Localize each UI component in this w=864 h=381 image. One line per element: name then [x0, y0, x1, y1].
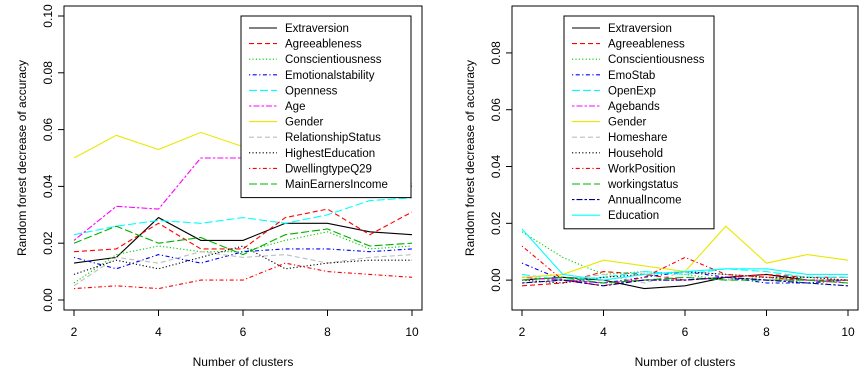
x-tick-label: 6: [682, 325, 689, 339]
legend-label: Emotionalstability: [285, 70, 375, 82]
series-line-emotionalstability: [73, 248, 413, 270]
y-tick-label: 0.04: [41, 174, 55, 198]
series-line-conscientiousness: [521, 231, 849, 284]
x-axis-title: Number of clusters: [193, 355, 294, 369]
legend-label: WorkPosition: [608, 163, 676, 175]
legend-label: Agreeableness: [608, 39, 685, 51]
series-line-homeshare: [521, 271, 848, 284]
legend-label: RelationshipStatus: [285, 132, 381, 144]
series-line-dwellingtypeq29: [73, 262, 413, 290]
legend-label: Extraversion: [285, 23, 349, 35]
legend-label: Agreeableness: [285, 39, 362, 51]
x-tick-label: 4: [155, 325, 162, 339]
legend-label: workingstatus: [607, 179, 679, 191]
series-line-gender: [521, 225, 849, 278]
legend-label: Gender: [608, 117, 647, 129]
chart-panel-1: 2 4 6 8 10 0.00 0.02 0.04 0.06 0.08 0.10 Number of …: [15, 4, 423, 369]
y-tick-label: 0.00: [41, 288, 55, 312]
series-line-education: [521, 228, 848, 281]
legend-box: [240, 15, 412, 199]
x-tick-label: 2: [71, 325, 78, 339]
y-tick-label: 0.08: [41, 61, 55, 85]
y-tick-label: 0.06: [41, 118, 55, 142]
series-line-mainearnersincome: [73, 225, 413, 256]
series-line-relationshipstatus: [73, 251, 413, 287]
x-tick-label: 8: [763, 325, 770, 339]
legend-label: Conscientiousness: [285, 54, 382, 66]
x-tick-label: 10: [405, 325, 419, 339]
chart-panel-2: 2 4 6 8 10 0.00 0.02 0.04 0.06 0.08 Number of clus…: [463, 5, 859, 369]
legend-label: EmoStab: [608, 70, 655, 82]
legend-label: Household: [608, 148, 663, 160]
legend-label: Agebands: [608, 101, 660, 113]
series-line-openness: [73, 197, 413, 236]
y-tick-label: 0.02: [41, 231, 55, 255]
legend: Extraversion Agreeableness Conscientiousne…: [563, 15, 715, 230]
y-tick-label: 0.08: [489, 41, 503, 65]
series-line-annualincome: [521, 276, 849, 287]
legend: Extraversion Agreeableness Conscientiousne…: [240, 15, 412, 199]
legend-label: AnnualIncome: [608, 195, 682, 207]
legend-label: Homeshare: [608, 132, 667, 144]
legend-label: Extraversion: [608, 23, 672, 35]
legend-box: [563, 15, 715, 230]
x-tick-label: 2: [519, 325, 526, 339]
y-tick-label: 0.06: [489, 98, 503, 122]
y-tick-label: 0.10: [41, 4, 55, 28]
y-axis-title: Random forest decrease of accuracy: [15, 60, 29, 256]
series-line-highesteducation: [73, 245, 412, 275]
series-line-conscientiousness: [73, 231, 413, 284]
legend-label: HighestEducation: [285, 148, 375, 160]
x-axis-title: Number of clusters: [635, 355, 736, 369]
x-tick-label: 4: [600, 325, 607, 339]
x-tick-label: 6: [240, 325, 247, 339]
x-tick-label: 10: [841, 325, 855, 339]
series-line-agreeableness: [73, 208, 413, 253]
legend-label: Openness: [285, 85, 338, 97]
series-line-extraversion: [73, 216, 413, 264]
series-line-agreeableness: [521, 271, 848, 287]
y-tick-label: 0.04: [489, 155, 503, 179]
legend-label: DwellingtypeQ29: [285, 163, 372, 175]
legend-label: Age: [285, 101, 305, 113]
legend-label: Gender: [285, 117, 324, 129]
y-tick-label: 0.00: [489, 268, 503, 292]
series-line-extraversion: [521, 273, 848, 290]
legend-label: OpenExp: [608, 85, 656, 97]
y-axis-title: Random forest decrease of accuracy: [463, 60, 477, 256]
legend-label: Conscientiousness: [608, 54, 705, 66]
legend-label: Education: [608, 210, 659, 222]
x-tick-label: 8: [324, 325, 331, 339]
legend-label: MainEarnersIncome: [285, 179, 388, 191]
y-tick-label: 0.02: [489, 211, 503, 235]
